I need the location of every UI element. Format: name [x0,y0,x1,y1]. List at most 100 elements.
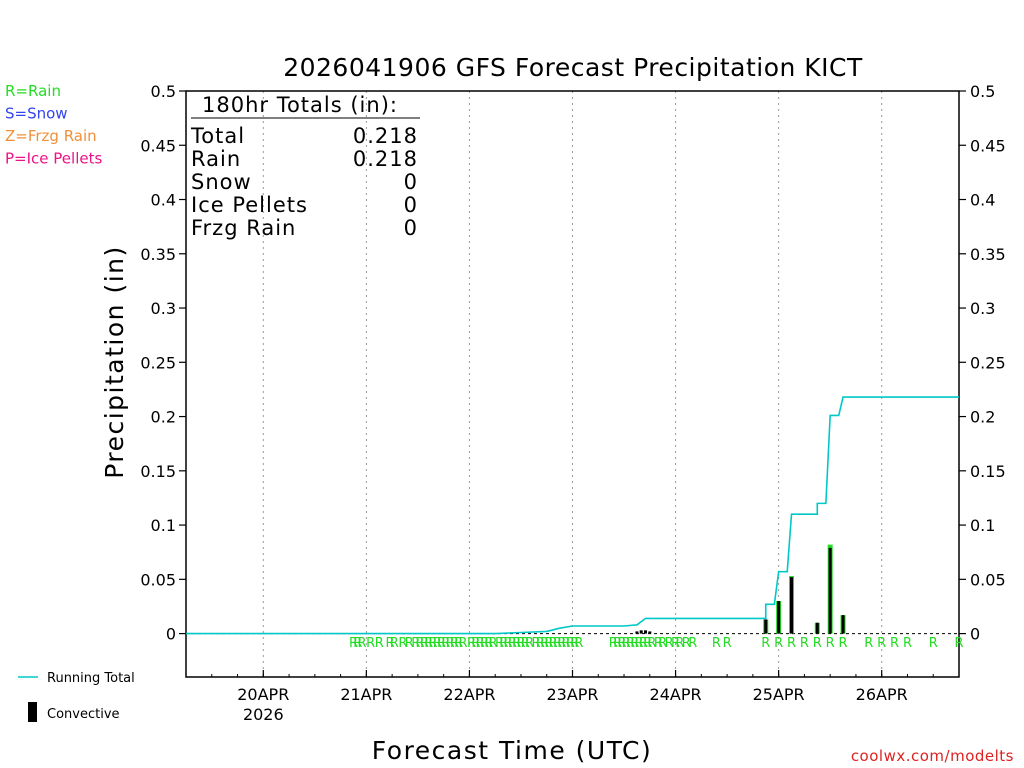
rain-marker: R [688,636,697,651]
precip-bars [635,544,846,634]
x-tick-label: 26APR [856,685,908,704]
rain-marker: R [405,636,414,651]
precip-type-legend-item: S=Snow [5,105,68,123]
totals-row-label: Snow [191,170,252,194]
y-tick-label-right: 0.1 [970,516,995,535]
rain-marker: R [639,636,648,651]
rain-marker: R [499,636,508,651]
y-tick-label-right: 0.45 [970,136,1006,155]
rain-marker: R [929,636,938,651]
rain-marker: R [467,636,476,651]
rain-marker: R [353,636,362,651]
rain-marker: R [557,636,566,651]
running-total-line [186,396,959,635]
rain-marker: R [665,636,674,651]
x-tick-sublabel: 2026 [243,705,284,724]
rain-marker: R [525,636,534,651]
totals-row-label: Ice Pellets [191,193,308,217]
rain-marker: R [424,636,433,651]
rain-marker: R [549,636,558,651]
totals-row-label: Frzg Rain [191,216,296,240]
rain-marker: R [536,636,545,651]
rain-marker: R [358,636,367,651]
series-legend: Running Total Convective [18,671,135,722]
y-tick-label-left: 0.1 [151,516,176,535]
rain-marker: R [761,636,770,651]
convective-bar [777,601,781,634]
rain-marker: R [630,636,639,651]
rain-marker: R [712,636,721,651]
y-tick-label-left: 0.05 [140,570,176,589]
rain-marker: R [516,636,525,651]
y-tick-label-left: 0.25 [140,353,176,372]
x-tick-label: 23APR [546,685,598,704]
totals-row-value: 0 [404,216,418,240]
y-axis-left: 0 0.05 0.1 0.15 0.2 0.25 0.3 0.35 0.4 0.45 0.5 [140,82,186,644]
y-tick-label-right: 0.35 [970,245,1006,264]
rain-marker: R [390,636,399,651]
rain-marker: R [658,636,667,651]
rain-marker: R [441,636,450,651]
y-tick-label-left: 0.35 [140,245,176,264]
totals-row-label: Total [190,124,245,148]
totals-header: 180hr Totals (in): [202,93,398,117]
totals-row-value: 0 [404,193,418,217]
credit-text: coolwx.com/modelts [851,747,1014,765]
precip-type-legend-item: R=Rain [5,82,61,100]
rain-marker: R [458,636,467,651]
y-tick-label-right: 0.4 [970,191,995,210]
rain-marker: R [864,636,873,651]
convective-bar [828,547,832,634]
y-axis-right: 0 0.05 0.1 0.15 0.2 0.25 0.3 0.35 0.4 0.45 0.5 [959,82,1006,644]
y-tick-label-left: 0.5 [151,82,176,101]
rain-marker: R [480,636,489,651]
rain-marker: R [540,636,549,651]
y-tick-label-right: 0.3 [970,299,995,318]
rain-marker: R [508,636,517,651]
rain-marker: R [484,636,493,651]
y-tick-label-left: 0.45 [140,136,176,155]
rain-marker: R [671,636,680,651]
rain-marker: R [437,636,446,651]
rain-marker: R [954,636,963,651]
convective-bar [648,631,652,634]
convective-bar [644,630,648,634]
rain-marker: R [626,636,635,651]
rain-marker: R [489,636,498,651]
rain-marker: R [800,636,809,651]
precip-type-legend-item: P=Ice Pellets [5,150,102,168]
rain-marker: R [375,636,384,651]
totals-box: 180hr Totals (in): Total 0.218 Rain 0.218 Sn… [190,93,420,240]
y-tick-label-right: 0.15 [970,462,1006,481]
precip-type-legend: R=Rain S=Snow Z=Frzg Rain P=Ice Pellets [5,82,102,168]
convective-bar [790,577,794,634]
rain-marker: R [411,636,420,651]
rain-marker: R [495,636,504,651]
rain-marker: R [609,636,618,651]
rain-marker: R [512,636,521,651]
rain-marker: R [476,636,485,651]
rain-marker: R [398,636,407,651]
rain-marker: R [877,636,886,651]
rain-marker: R [613,636,622,651]
chart-title: 2026041906 GFS Forecast Precipitation KI… [283,53,863,82]
rain-marker: R [562,636,571,651]
convective-bar [639,630,643,634]
convective-bar [815,622,819,634]
y-tick-label-left: 0.15 [140,462,176,481]
rain-marker: R [574,636,583,651]
rain-marker: R [654,636,663,651]
rain-marker: R [774,636,783,651]
rain-marker: R [839,636,848,651]
rain-marker: R [553,636,562,651]
rain-marker: R [787,636,796,651]
x-tick-label: 21APR [340,685,392,704]
convective-bar [841,615,845,634]
rain-marker: R [471,636,480,651]
y-tick-label-left: 0.3 [151,299,176,318]
rain-marker: R [622,636,631,651]
y-tick-label-left: 0.4 [151,191,176,210]
